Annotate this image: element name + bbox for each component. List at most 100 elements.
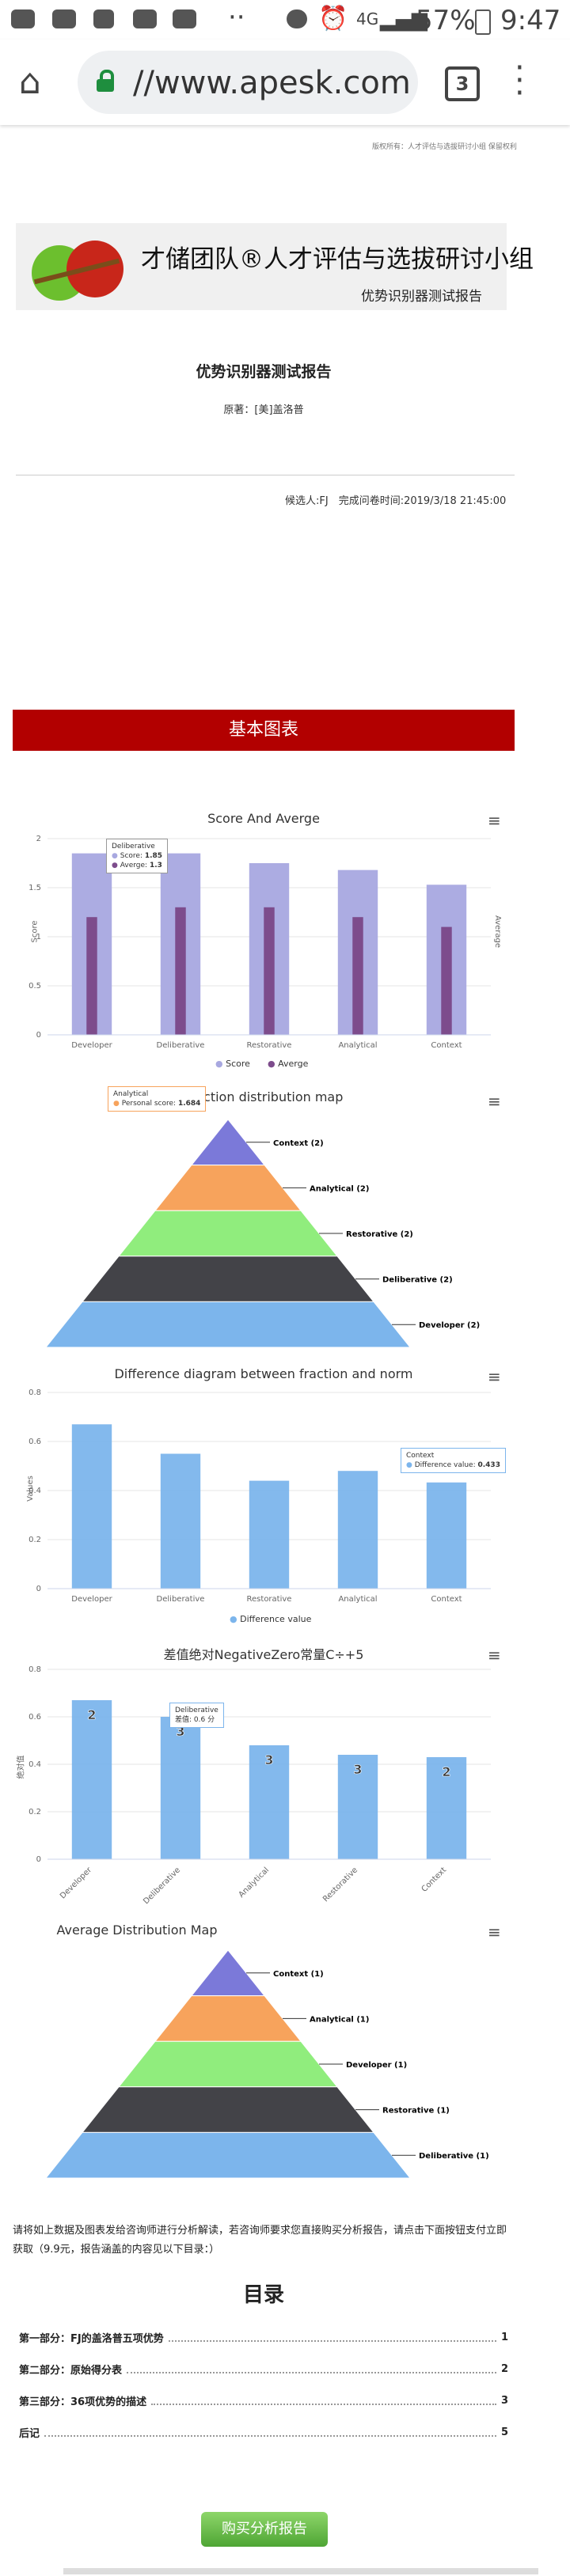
chart3-menu-icon[interactable]: ≡ (488, 1367, 501, 1386)
bar-data-label: 3 (176, 1724, 184, 1739)
alarm-icon: ⏰ (318, 5, 348, 32)
chart1-legend-score[interactable]: ● Score (215, 1059, 250, 1069)
bar (426, 1482, 467, 1589)
x-tick-label: Restorative (247, 1041, 292, 1050)
y-tick-label: 0.8 (28, 1388, 41, 1397)
toc-item-page: 1 (500, 2332, 508, 2343)
chart4-title: 差值绝对NegativeZero常量C÷+5 (163, 1647, 364, 1662)
pyramid-label: Developer (2) (419, 1321, 480, 1330)
chart4-menu-icon[interactable]: ≡ (488, 1646, 501, 1665)
toc-leader-dots (44, 2429, 496, 2437)
chart4-plot: 0 0.2 0.4 0.6 0.8 Developer 2 Deliberative 3 Anal… (28, 1665, 491, 1906)
y-tick-label: 0.4 (28, 1760, 41, 1769)
pyramid-label: Analytical (2) (310, 1184, 369, 1193)
apple-logo-icon (25, 233, 127, 304)
more-dots-icon: ·· (228, 2, 245, 33)
do-not-disturb-icon (287, 9, 307, 28)
bar (352, 917, 363, 1035)
candidate-info: 候选人:FJ 完成问卷时间:2019/3/18 21:45:00 (285, 495, 507, 507)
copyright-note: 版权所有：人才评估与选拔研讨小组 保留权利 (372, 143, 517, 151)
y-tick-label: 0.6 (28, 1438, 41, 1446)
bar (71, 1424, 112, 1589)
buy-report-button[interactable]: 购买分析报告 (201, 2512, 328, 2547)
pyramid-label: Context (1) (273, 1970, 324, 1979)
scroll-indicator (63, 2568, 538, 2574)
x-tick-label: Context (420, 1866, 449, 1894)
address-bar[interactable]: //www.apesk.com (78, 51, 418, 114)
toc-item-page: 3 (500, 2395, 508, 2407)
banner: 才储团队®人才评估与选拔研讨小组 优势识别器测试报告 (16, 223, 534, 310)
chart3-y-axis-label: Values (25, 1476, 35, 1502)
banner-title: 才储团队®人才评估与选拔研讨小组 (141, 245, 534, 274)
outlook-icon (133, 9, 157, 28)
pyramid-segment (154, 1165, 302, 1211)
bar (71, 1700, 112, 1859)
y-tick-label: 2 (36, 835, 41, 843)
chart2-plot: Context (2) Analytical (2) Restorative (2)… (44, 1119, 480, 1348)
toc-item-label: 后记 (19, 2428, 40, 2440)
x-tick-label: Developer (71, 1595, 112, 1604)
toc-item-page: 5 (500, 2426, 508, 2438)
intro-text: 请将如上数据及图表发给咨询师进行分析解读，若咨询师要求您直接购买分析报告，请点击… (13, 2225, 507, 2256)
x-tick-label: Analytical (238, 1866, 272, 1900)
bar-data-label: 2 (442, 1764, 450, 1779)
battery-text: 57% (416, 5, 476, 36)
bar (264, 907, 275, 1035)
section-basic-charts: 基本图表 (13, 710, 515, 751)
x-tick-label: Context (431, 1041, 462, 1050)
toc-item-label: 第一部分：FJ的盖洛普五项优势 (19, 2333, 164, 2345)
chart1-menu-icon[interactable]: ≡ (488, 811, 501, 830)
y-tick-label: 0.6 (28, 1713, 41, 1722)
status-bar: ·· ⏰ 4G ▂▄▆ 57% 9:47 (0, 0, 570, 40)
pyramid-segment (81, 2086, 375, 2133)
bar (175, 907, 186, 1035)
y-tick-label: 0.5 (28, 982, 41, 991)
bar (160, 1453, 201, 1589)
chart5-menu-icon[interactable]: ≡ (488, 1923, 501, 1941)
chart1-right-axis-label: Average (493, 915, 503, 949)
browser-toolbar: ⌂ //www.apesk.com 3 · · · (0, 40, 570, 125)
toc-item-page: 2 (500, 2363, 508, 2375)
pyramid-label: Context (2) (273, 1139, 324, 1148)
x-tick-label: Context (431, 1595, 462, 1604)
chart2-title: Fraction distribution map (184, 1089, 344, 1104)
toc-leader-dots (151, 2397, 496, 2405)
toc-leader-dots (127, 2366, 496, 2373)
chart3-plot: 0 0.2 0.4 0.6 0.8 Developer Deliberative Restor… (28, 1388, 491, 1604)
toc-item-label: 第三部分：36项优势的描述 (19, 2396, 147, 2408)
chart3-tooltip: Context ● Difference value: 0.433 (401, 1448, 506, 1473)
bar (249, 1480, 290, 1589)
pyramid-label: Restorative (2) (346, 1230, 413, 1239)
y-tick-label: 0.4 (28, 1487, 41, 1495)
report-title: 优势识别器测试报告 (196, 363, 332, 381)
lock-icon (97, 70, 114, 92)
pyramid-segment (81, 1256, 375, 1302)
y-tick-label: 0.8 (28, 1665, 41, 1674)
bar (337, 1471, 378, 1589)
chart1-legend-avg[interactable]: ● Averge (268, 1059, 309, 1069)
tab-switcher-button[interactable]: 3 (445, 66, 480, 101)
toc-item: 第二部分：原始得分表 2 (19, 2362, 508, 2377)
bar (426, 1757, 467, 1859)
bar (86, 917, 97, 1035)
document-icon (93, 9, 114, 28)
bar (249, 1745, 290, 1859)
y-tick-label: 1 (36, 933, 41, 941)
toc-item: 后记 5 (19, 2425, 508, 2440)
chart1-title: Score And Averge (207, 811, 320, 826)
chart5-plot: Context (1) Analytical (1) Developer (1) Re… (44, 1949, 489, 2179)
toc-title: 目录 (242, 2283, 284, 2307)
chart3-title: Difference diagram between fraction and … (114, 1366, 413, 1381)
bar (337, 1755, 378, 1859)
overflow-menu-icon[interactable]: · · · (515, 50, 525, 112)
x-tick-label: Analytical (338, 1595, 377, 1604)
chart3-legend[interactable]: ● Difference value (230, 1614, 312, 1624)
x-tick-label: Deliberative (157, 1595, 205, 1604)
clock: 9:47 (500, 5, 561, 36)
pyramid-segment (154, 1995, 302, 2042)
chart2-menu-icon[interactable]: ≡ (488, 1092, 501, 1111)
home-icon[interactable]: ⌂ (19, 62, 41, 102)
pyramid-segment (117, 2040, 339, 2088)
x-tick-label: Analytical (338, 1041, 377, 1050)
youtube-icon (11, 9, 35, 28)
